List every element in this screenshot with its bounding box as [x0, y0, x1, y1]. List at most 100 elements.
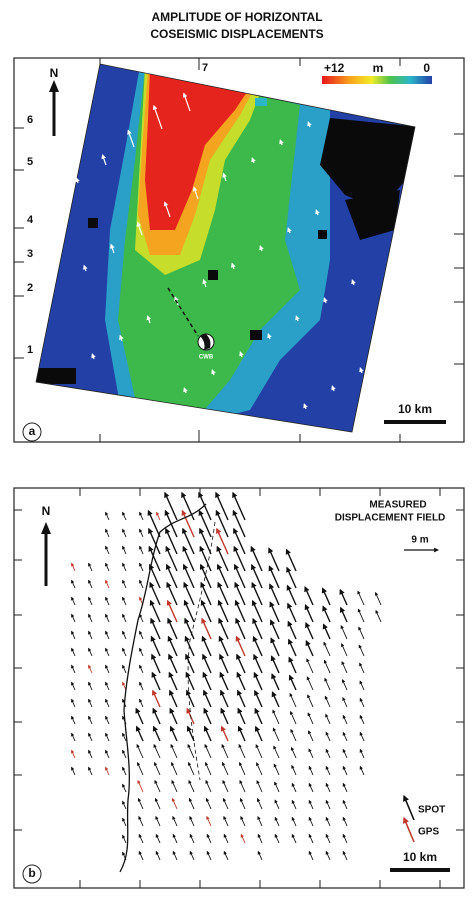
arrow: [88, 647, 93, 657]
arrow: [122, 749, 127, 759]
arrow: [122, 783, 127, 793]
arrow: [138, 833, 144, 844]
arrow: [219, 689, 229, 708]
arrow: [165, 527, 178, 555]
arrows-b: [71, 491, 382, 861]
arrow: [189, 815, 195, 827]
arrow: [151, 653, 161, 674]
arrow: [289, 692, 297, 708]
arrow: [257, 816, 263, 827]
arrow: [105, 749, 110, 759]
arrow: [222, 779, 229, 793]
arrow: [122, 511, 127, 521]
arrow: [186, 725, 195, 742]
arrow: [105, 528, 110, 538]
arrow: [342, 782, 348, 793]
arrow: [254, 707, 263, 725]
arrow: [274, 799, 280, 810]
y-tick-label: 6: [27, 114, 33, 126]
arrow: [315, 209, 320, 216]
arrow: [122, 562, 127, 572]
arrow: [291, 782, 297, 793]
arrow: [220, 707, 229, 725]
arrow: [154, 797, 161, 810]
arrow: [192, 186, 199, 200]
arrow: [274, 816, 280, 827]
arrow: [342, 799, 348, 810]
arrow: [88, 749, 93, 759]
arrow: [201, 635, 212, 657]
arrow: [342, 714, 348, 725]
arrow: [253, 671, 263, 691]
arrow: [252, 617, 263, 640]
arrow: [150, 617, 161, 640]
arrow: [216, 545, 229, 572]
arrow: [286, 566, 297, 589]
arrow: [122, 681, 127, 691]
arrow: [256, 798, 263, 810]
panel-label: a: [29, 424, 36, 438]
arrow: [251, 599, 263, 623]
colorbar-min: 0: [423, 61, 430, 75]
arrow: [322, 605, 331, 623]
arrow: [67, 89, 72, 96]
arrow: [325, 816, 331, 827]
arrow: [139, 698, 144, 708]
arrow: [71, 613, 76, 623]
y-tick-label: 4: [27, 214, 34, 226]
arrow: [83, 264, 88, 272]
arrow: [325, 799, 331, 810]
arrow: [339, 588, 348, 606]
arrow: [251, 157, 256, 164]
arrow: [71, 630, 76, 640]
arrow: [139, 562, 144, 572]
arrow: [135, 707, 144, 725]
arrow: [357, 608, 365, 623]
arrow: [270, 655, 280, 674]
arrow: [359, 714, 365, 725]
arrow: [105, 681, 110, 691]
arrow: [203, 725, 212, 742]
arrow: [274, 781, 280, 793]
arrow: [340, 625, 348, 640]
arrow: [308, 748, 314, 759]
arrow: [359, 731, 365, 742]
arrow: [341, 661, 348, 674]
arrow: [257, 850, 263, 861]
arrow: [233, 545, 246, 572]
arrow: [272, 727, 280, 742]
arrow: [71, 749, 76, 759]
arrow: [71, 732, 76, 742]
arrow: [308, 833, 314, 844]
map-outline: [35, 63, 416, 433]
arrow: [122, 630, 127, 640]
arrow: [122, 545, 127, 555]
arrow: [342, 731, 348, 742]
arrow: [199, 563, 212, 589]
arrow: [325, 850, 331, 861]
arrow: [305, 639, 314, 657]
arrow: [146, 315, 152, 324]
arrow: [359, 367, 364, 374]
arrow: [71, 664, 76, 674]
arrow: [105, 511, 110, 521]
arrow: [202, 671, 212, 691]
arrow: [198, 491, 212, 521]
arrow: [152, 104, 163, 130]
arrow: [139, 647, 144, 657]
arrow: [149, 581, 161, 606]
arrow: [236, 653, 246, 674]
arrow: [151, 689, 161, 708]
arrow: [223, 850, 229, 861]
colorbar-max: +12: [324, 61, 345, 75]
arrow: [75, 177, 80, 184]
arrow: [122, 528, 127, 538]
arrow: [325, 748, 331, 759]
arrow: [325, 731, 331, 742]
arrow: [71, 562, 76, 572]
arrow: [222, 761, 229, 776]
arrow: [233, 563, 246, 589]
arrow: [235, 617, 246, 640]
arrow: [271, 691, 280, 708]
arrow: [122, 613, 127, 623]
